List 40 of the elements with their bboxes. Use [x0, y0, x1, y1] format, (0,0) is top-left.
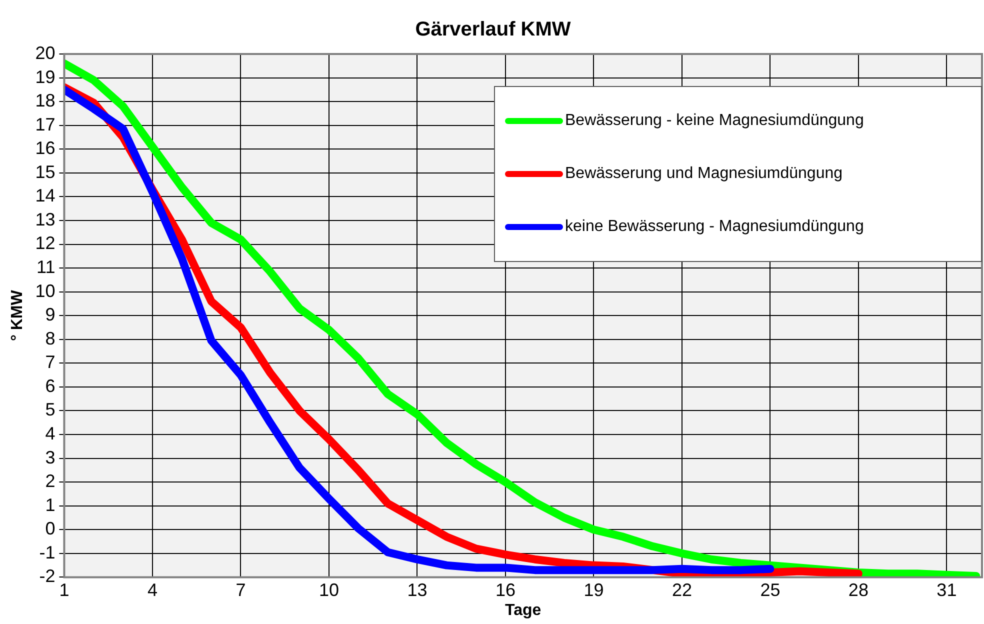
y-tick-label: 16 — [35, 138, 56, 158]
x-tick-label: 13 — [407, 580, 428, 600]
x-axis-title: Tage — [505, 602, 542, 619]
y-tick-label: 15 — [35, 162, 56, 182]
x-tick-label: 19 — [584, 580, 604, 600]
y-tick-label: 10 — [35, 280, 56, 301]
y-tick-label: 18 — [35, 90, 56, 111]
x-tick-label: 10 — [318, 580, 339, 600]
y-tick-label: 6 — [45, 376, 56, 396]
chart-title: Gärverlauf KMW — [415, 18, 571, 41]
y-tick-label: 8 — [45, 328, 56, 348]
x-tick-label: 16 — [495, 580, 516, 600]
y-tick-label: 7 — [45, 352, 56, 372]
x-tick-label: 25 — [760, 580, 780, 600]
y-tick-label: -1 — [39, 542, 56, 562]
y-tick-label: 11 — [36, 257, 56, 278]
x-tick-label: 22 — [672, 580, 692, 600]
x-tick-label: 31 — [936, 580, 957, 600]
x-tick-label: 4 — [147, 580, 158, 600]
y-tick-label: 2 — [45, 471, 56, 492]
legend-label: Bewässerung und Magnesiumdüngung — [565, 164, 843, 183]
y-tick-label: -2 — [39, 566, 56, 586]
y-tick-label: 14 — [35, 186, 56, 206]
y-tick-label: 3 — [45, 447, 56, 468]
y-tick-label: 5 — [45, 400, 56, 420]
y-tick-label: 19 — [35, 66, 56, 87]
legend-label: Bewässerung - keine Magnesiumdüngung — [565, 112, 864, 130]
y-tick-label: 9 — [45, 304, 56, 325]
y-tick-label: 20 — [35, 42, 56, 63]
y-axis-title: ° KMW — [9, 289, 26, 342]
y-tick-label: 0 — [45, 518, 56, 539]
y-tick-label: 1 — [45, 494, 56, 515]
y-tick-label: 17 — [35, 114, 56, 134]
y-tick-label: 13 — [35, 209, 56, 230]
x-tick-label: 1 — [59, 580, 70, 600]
y-tick-label: 12 — [35, 233, 56, 254]
x-tick-label: 28 — [848, 580, 868, 600]
legend-label: keine Bewässerung - Magnesiumdüngung — [565, 218, 864, 236]
x-tick-label: 7 — [236, 580, 246, 600]
y-tick-label: 4 — [45, 423, 56, 444]
